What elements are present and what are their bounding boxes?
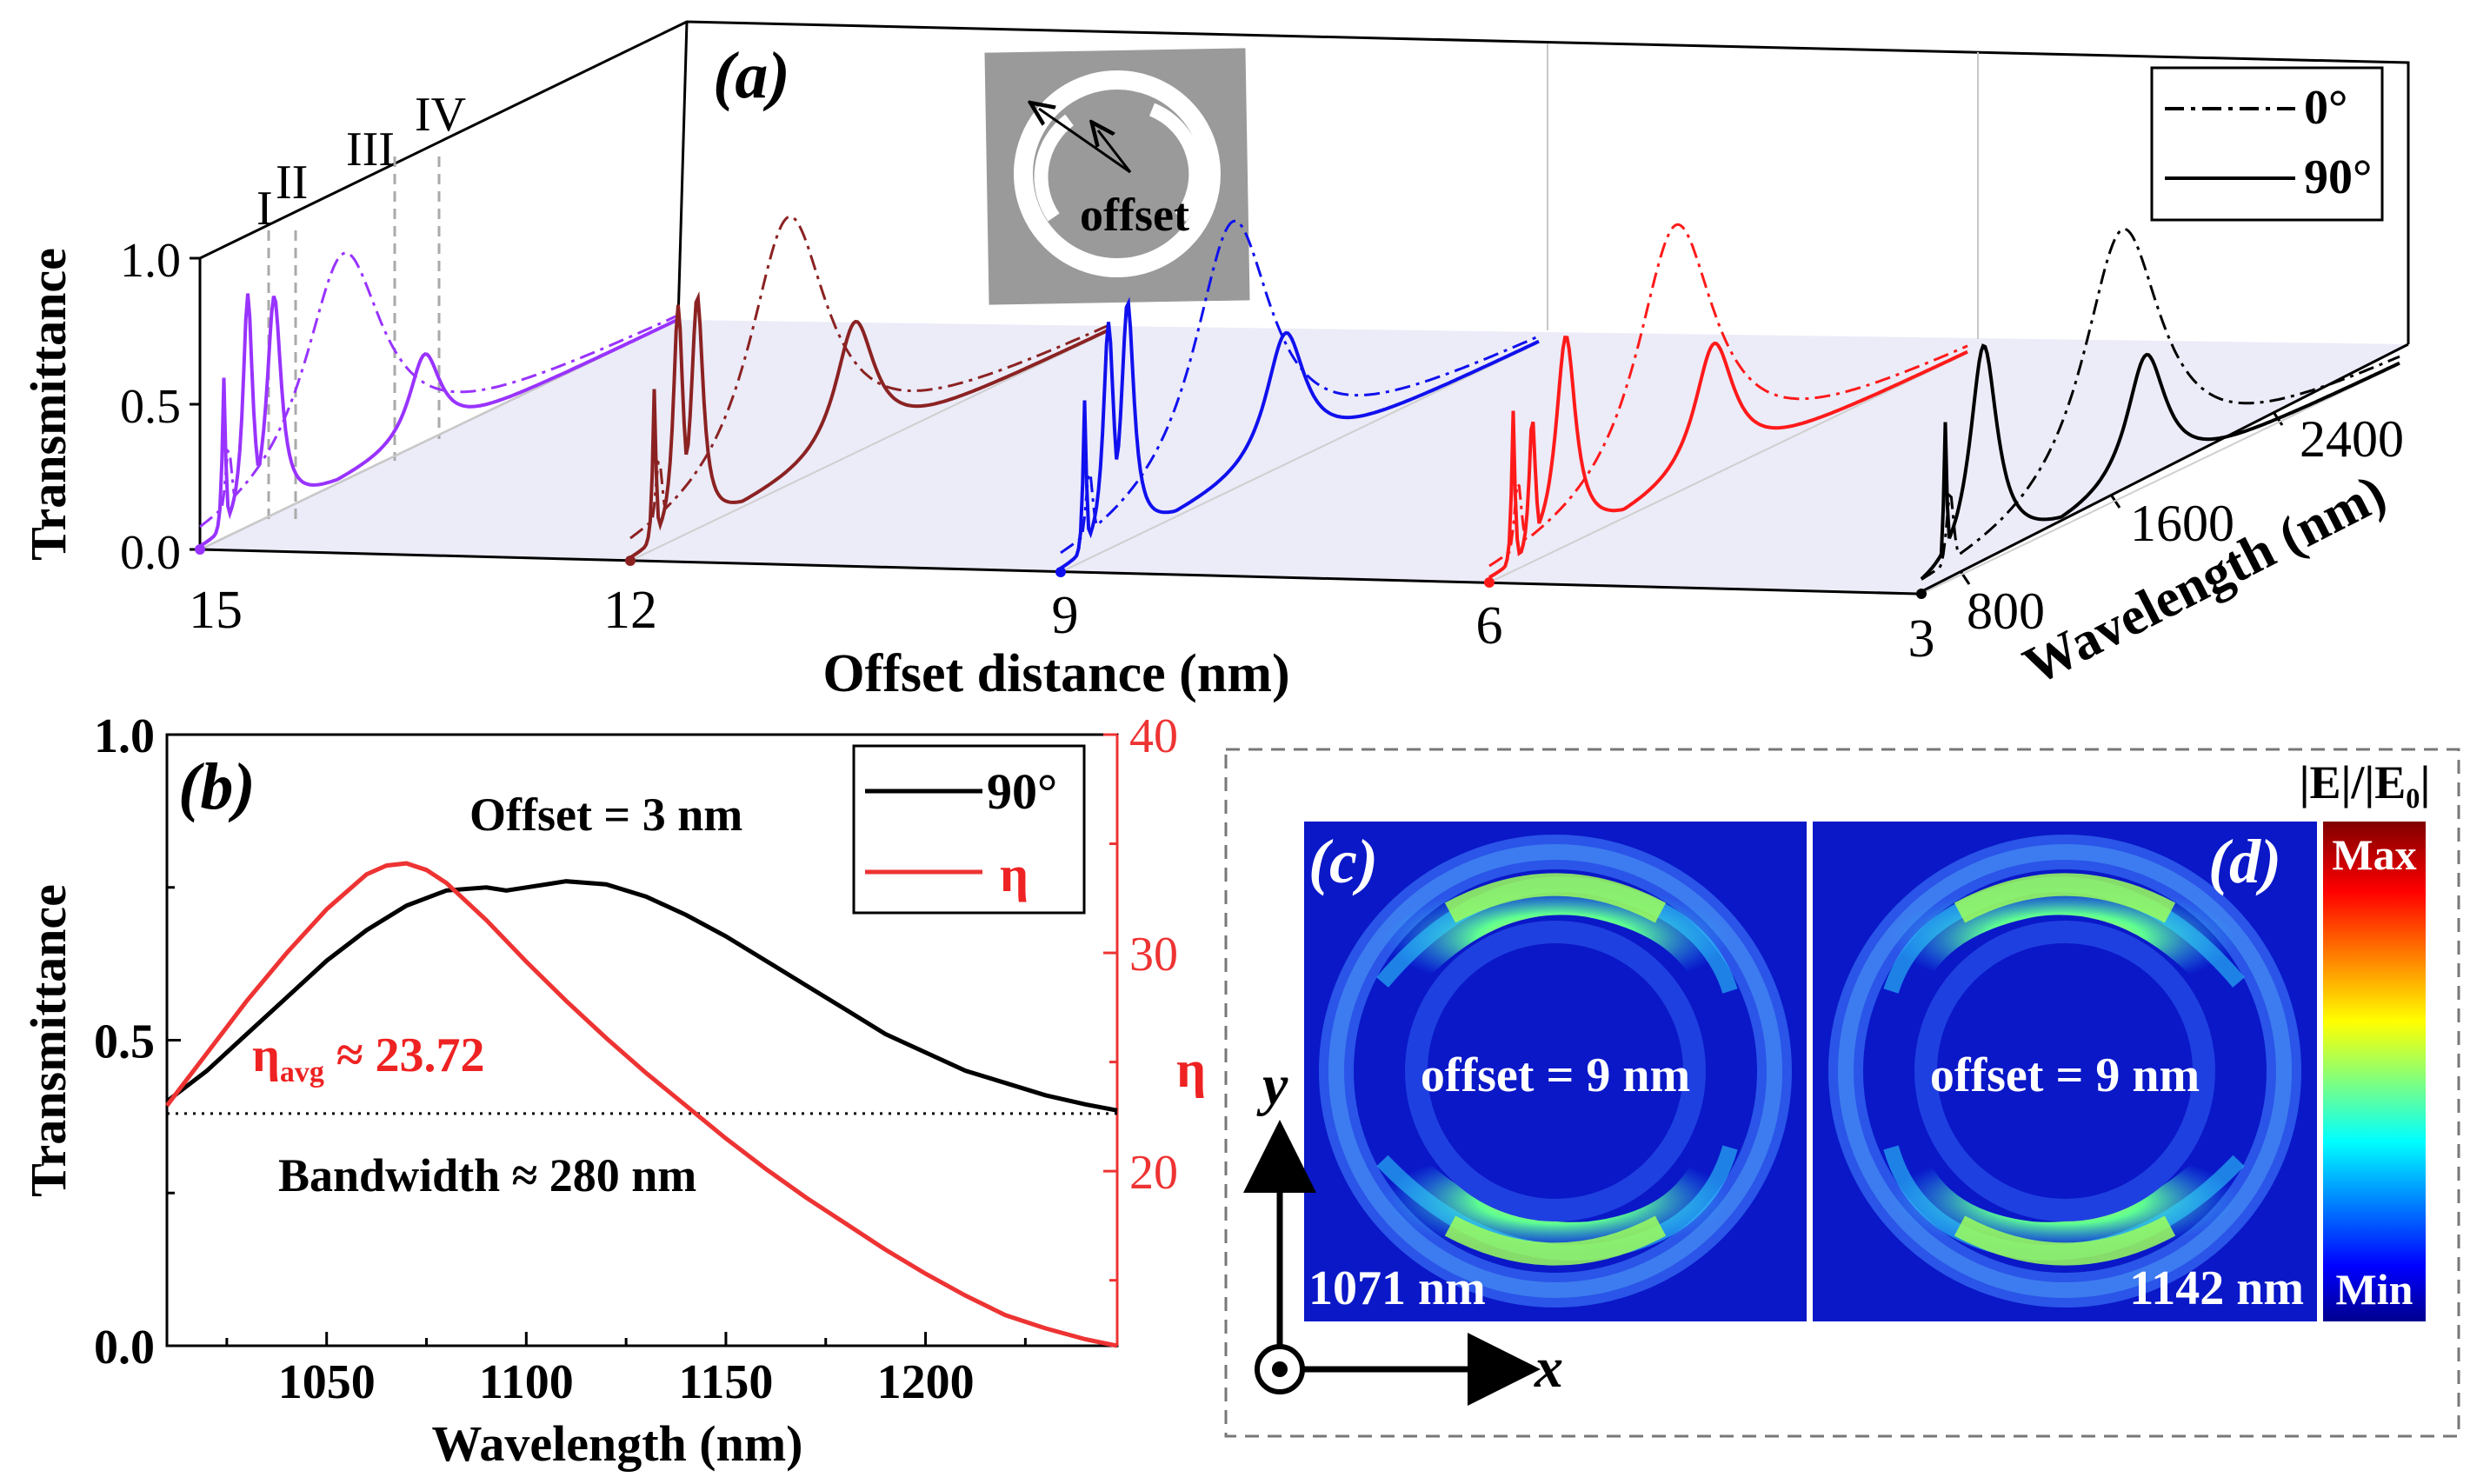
series-baseline (1060, 342, 1540, 573)
offset-tick-label: 9 (1052, 586, 1079, 645)
offset-tick-label: 12 (603, 581, 657, 640)
coordinate-axes: y x (1243, 1054, 1563, 1406)
spectrum-90deg-offset-9 (1059, 296, 1540, 570)
series-origin-marker (1916, 589, 1927, 599)
z-tick-label: 1.0 (120, 234, 181, 288)
y-tick-label: 1600 (2130, 495, 2234, 552)
dashed-border (1224, 748, 2460, 1438)
legend-label-90deg: 90° (2304, 150, 2372, 204)
y-tick-label: 1.0 (94, 709, 155, 763)
legend-label-eta: η (1000, 846, 1029, 902)
z-tick-label: 0.5 (120, 380, 181, 434)
bandwidth-annotation: Bandwidth ≈ 280 nm (278, 1149, 696, 1201)
offset-tick-label: 6 (1476, 596, 1503, 655)
y-tick-label: 0.0 (94, 1321, 155, 1374)
back-wall-left-edge (676, 21, 689, 321)
inset-label: offset (1080, 189, 1189, 241)
eta-curve (165, 861, 1118, 1348)
panel-label-c: (c) (1308, 827, 1378, 896)
map-c-offset: offset = 9 nm (1421, 1048, 1690, 1102)
spectrum-90deg-offset-15 (198, 293, 679, 548)
floor-plane (200, 320, 2408, 594)
panel-label-b: (b) (178, 750, 256, 823)
colorbar-title: |E|/|E₀| (2300, 756, 2431, 809)
panel-a: 1.0 0.5 0.0 Transmittance 15 12 9 6 3 Of… (20, 20, 2410, 703)
colorbar-min-label: Min (2336, 1265, 2413, 1314)
mode-label-I: I (256, 182, 273, 236)
spectra-3d (195, 215, 2400, 599)
y-tick-label: 800 (1967, 582, 2045, 640)
axis-label-y: y (1256, 1054, 1288, 1117)
series-origin-marker (1055, 567, 1066, 577)
x-tick-label: 1200 (877, 1355, 975, 1409)
field-map-d: (d) offset = 9 nm 1142 nm (1813, 822, 2317, 1321)
spectrum-0deg-offset-15 (199, 251, 679, 529)
map-d-offset: offset = 9 nm (1930, 1048, 2200, 1102)
x-tick-label: 1050 (278, 1355, 376, 1409)
field-map-c: (c) offset = 9 nm 1071 nm (1304, 822, 1807, 1321)
y-tick-label: 2400 (2300, 410, 2404, 468)
panel-b-ticks: 1050 1100 1150 1200 0.0 0.5 1.0 20 30 40 (94, 709, 1178, 1409)
legend-b: 90° η (852, 744, 1086, 915)
legend-a: 0° 90° (2150, 66, 2384, 222)
transmittance-90deg-curve (165, 879, 1118, 1113)
legend-label-90deg: 90° (987, 763, 1057, 820)
x-axis-title-b: Wavelength (nm) (432, 1415, 803, 1472)
x-axis-title: Offset distance (nm) (822, 644, 1289, 703)
spectrum-90deg-offset-3 (1920, 343, 2400, 581)
panel-b: 1050 1100 1150 1200 0.0 0.5 1.0 20 30 40 (b) Offs… (20, 709, 1206, 1472)
spectrum-0deg-offset-9 (1060, 219, 1540, 555)
mode-label-IV: IV (415, 88, 466, 142)
panel-label-d: (d) (2208, 827, 2281, 896)
legend-label-0deg: 0° (2304, 81, 2347, 135)
series-baseline (629, 330, 1109, 562)
spectrum-0deg-offset-3 (1921, 227, 2400, 581)
offset-tick-label: 15 (189, 581, 243, 640)
y-right-tick-label: 30 (1129, 928, 1178, 982)
series-baseline (1488, 352, 1968, 583)
z-tick-label: 0.0 (120, 526, 181, 580)
series-origin-marker (1484, 577, 1495, 588)
colorbar: |E|/|E₀| Max Min (2300, 756, 2431, 1321)
z-axis-title: Transmittance (20, 248, 77, 561)
spectrum-0deg-offset-6 (1488, 223, 1968, 568)
series-baseline (1921, 363, 2400, 595)
x-tick-label: 1100 (479, 1355, 574, 1409)
panel-c-d: (c) offset = 9 nm 1071 nm (d) offset = 9… (1224, 748, 2460, 1438)
map-d-wavelength: 1142 nm (2129, 1261, 2304, 1315)
y-axis-wavelength (1916, 343, 2409, 596)
y-tick-label: 0.5 (94, 1015, 155, 1069)
axis-label-x: x (1534, 1336, 1563, 1400)
spectrum-0deg-offset-12 (629, 215, 1109, 540)
offset-inset: offset (984, 48, 1250, 305)
y-right-tick-label: 40 (1129, 709, 1178, 763)
series-origin-marker (625, 556, 636, 566)
back-wall-frame (199, 20, 2410, 344)
mode-label-III: III (346, 123, 395, 176)
panel-label-a: (a) (713, 39, 790, 112)
y-right-tick-label: 20 (1129, 1146, 1178, 1200)
spectrum-90deg-offset-6 (1488, 335, 1968, 579)
x-tick-label: 1150 (678, 1355, 773, 1409)
spectrum-90deg-offset-12 (629, 291, 1109, 559)
y-axis-title-b: Transmittance (20, 884, 77, 1197)
mode-label-II: II (276, 156, 308, 210)
eta-avg-annotation: ηavg ≈ 23.72 (252, 1028, 485, 1088)
colorbar-max-label: Max (2332, 830, 2416, 879)
offset-annotation: Offset = 3 nm (469, 789, 742, 841)
y-axis-title-right-b: η (1176, 1041, 1206, 1098)
series-origin-marker (195, 544, 205, 555)
offset-tick-label: 3 (1908, 609, 1935, 669)
map-c-wavelength: 1071 nm (1308, 1261, 1486, 1315)
